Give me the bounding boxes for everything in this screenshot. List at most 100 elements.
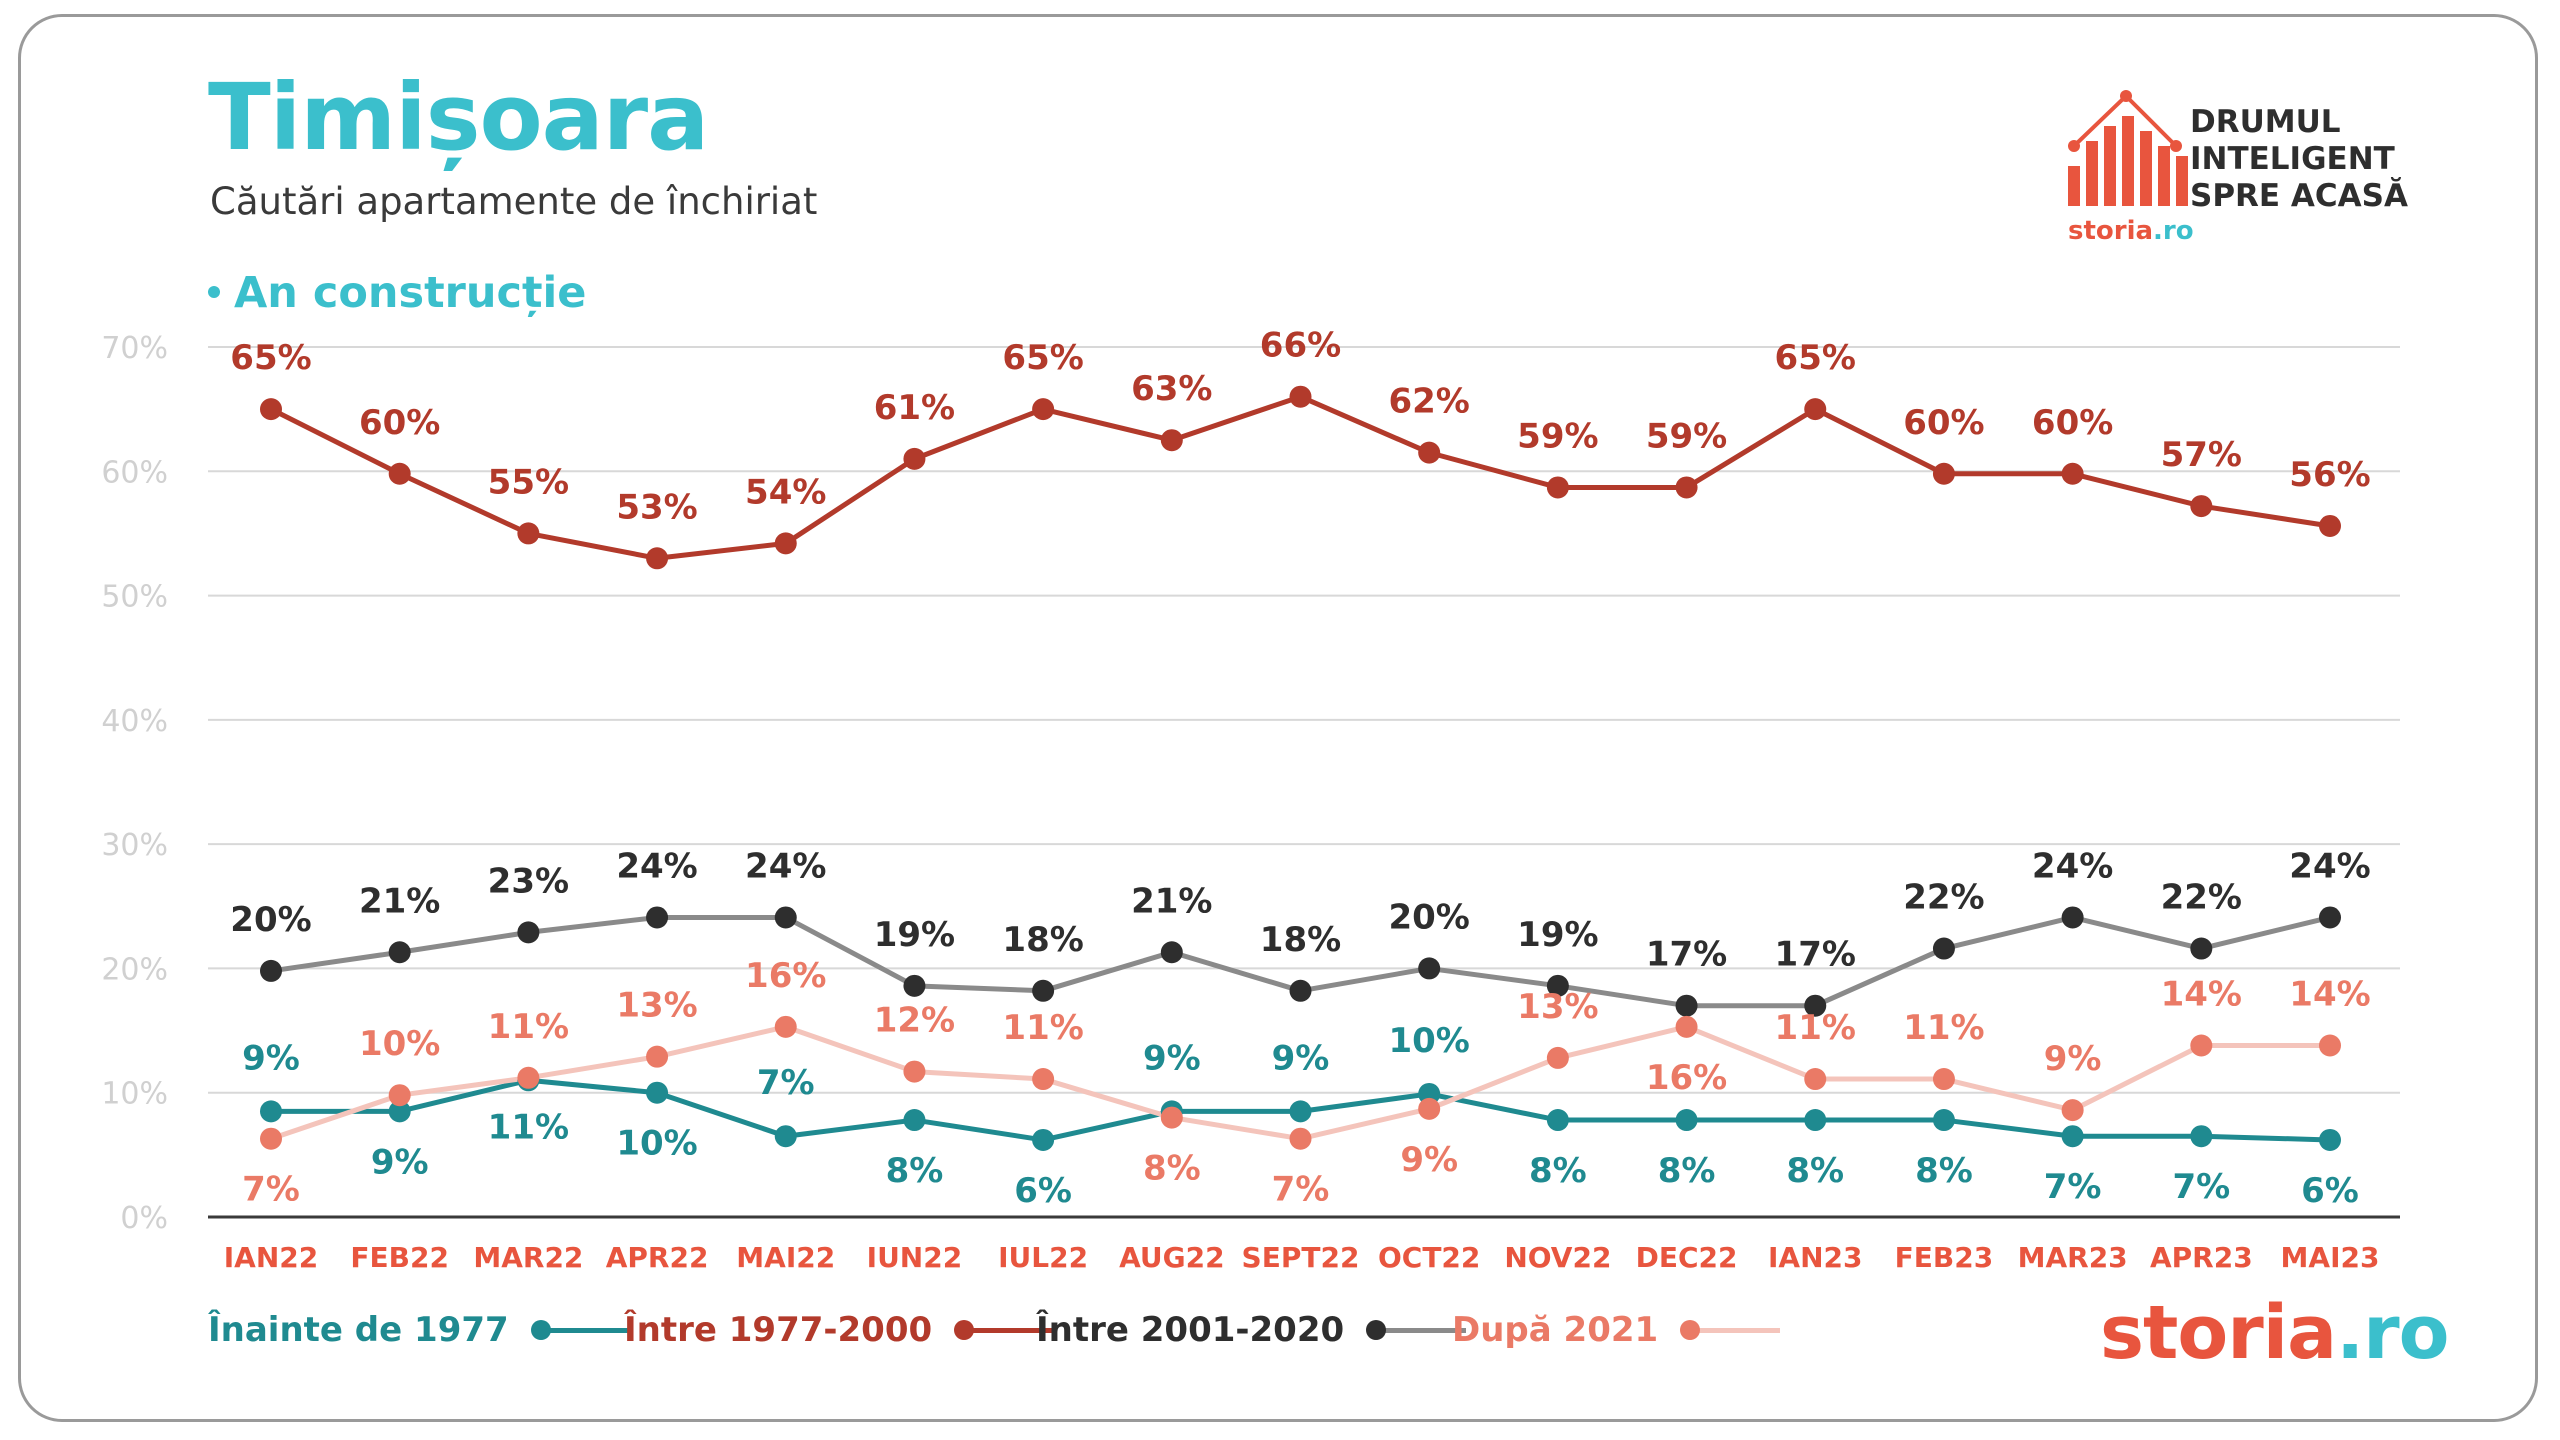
data-point: [388, 1084, 411, 1107]
data-point: [388, 941, 411, 964]
x-tick-label: FEB23: [1895, 1241, 1994, 1274]
data-point: [1675, 1109, 1698, 1132]
data-label: 14%: [2161, 974, 2242, 1014]
data-label: 10%: [1388, 1021, 1469, 1061]
legend-swatch-series-4: [1680, 1320, 1781, 1340]
data-label: 56%: [2289, 455, 2370, 495]
data-label: 12%: [874, 1001, 955, 1041]
data-label: 8%: [1143, 1149, 1201, 1189]
data-point: [260, 1100, 282, 1123]
data-label: 17%: [1775, 935, 1856, 975]
x-tick-label: SEPT22: [1242, 1241, 1360, 1274]
data-point: [903, 1109, 926, 1132]
page-subtitle: Căutări apartamente de închiriat: [210, 180, 818, 223]
y-tick-label: 60%: [101, 455, 168, 490]
data-label: 18%: [1002, 920, 1083, 960]
data-point: [2190, 1034, 2213, 1057]
data-label: 7%: [2044, 1167, 2102, 1207]
brand-logo: storia.ro: [2100, 1290, 2450, 1376]
data-label: 22%: [2161, 878, 2242, 918]
data-point: [1032, 398, 1055, 421]
y-tick-label: 10%: [101, 1077, 168, 1112]
x-tick-label: DEC22: [1636, 1241, 1738, 1274]
x-tick-label: MAR23: [2018, 1241, 2128, 1274]
data-point: [2061, 906, 2084, 929]
house-bars-logo-icon: [2068, 90, 2188, 206]
data-point: [1289, 385, 1312, 408]
data-label: 13%: [1517, 987, 1598, 1027]
y-tick-label: 70%: [101, 331, 168, 366]
chart-frame: [18, 14, 2538, 1422]
legend-label-series-3: Între 2001-2020: [1036, 1310, 1345, 1350]
legend-swatch-series-2: [954, 1320, 1055, 1340]
data-point: [1932, 462, 1955, 485]
logo-small-suffix: .ro: [2153, 216, 2194, 246]
data-label: 11%: [1002, 1008, 1083, 1048]
data-label: 8%: [1658, 1151, 1716, 1191]
data-label: 7%: [1272, 1170, 1330, 1210]
data-point: [1032, 1128, 1055, 1151]
y-tick-label: 20%: [101, 952, 168, 987]
x-tick-label: IAN22: [224, 1241, 319, 1274]
y-tick-label: 30%: [101, 828, 168, 863]
data-point: [903, 974, 926, 997]
data-point: [646, 547, 669, 570]
data-point: [2319, 1128, 2341, 1151]
y-tick-label: 50%: [101, 580, 168, 615]
data-label: 61%: [874, 388, 955, 428]
data-point: [2061, 462, 2084, 485]
data-label: 63%: [1131, 369, 1212, 409]
data-point: [1546, 974, 1569, 997]
data-label: 8%: [1915, 1151, 1973, 1191]
data-label: 16%: [745, 956, 826, 996]
data-label: 19%: [874, 915, 955, 955]
x-tick-label: MAI23: [2281, 1241, 2380, 1274]
data-label: 57%: [2161, 435, 2242, 475]
data-point: [774, 1015, 797, 1038]
x-tick-label: MAR22: [473, 1241, 583, 1274]
data-label: 11%: [1903, 1008, 1984, 1048]
logo-line-3: SPRE ACASĂ: [2190, 178, 2408, 214]
legend-item-series-3: Între 2001-2020: [1036, 1300, 1467, 1360]
data-point: [1804, 1068, 1827, 1091]
data-label: 11%: [488, 1007, 569, 1047]
data-point: [1675, 476, 1698, 499]
data-label: 24%: [2289, 846, 2370, 886]
data-point: [388, 1100, 411, 1123]
data-label: 23%: [488, 861, 569, 901]
data-point: [1289, 1127, 1312, 1150]
data-label: 14%: [2289, 974, 2370, 1014]
data-point: [1546, 1109, 1569, 1132]
data-point: [1032, 1068, 1055, 1091]
data-point: [517, 522, 540, 545]
data-point: [774, 532, 797, 555]
data-point: [2190, 1125, 2213, 1148]
x-tick-label: FEB22: [350, 1241, 449, 1274]
data-point: [517, 1066, 540, 1089]
data-label: 6%: [2301, 1171, 2359, 1211]
data-label: 65%: [1002, 338, 1083, 378]
data-point: [1932, 1068, 1955, 1091]
data-label: 24%: [2032, 846, 2113, 886]
data-point: [2319, 906, 2341, 929]
data-point: [388, 462, 411, 485]
y-tick-label: 0%: [120, 1201, 168, 1236]
data-label: 11%: [488, 1107, 569, 1147]
logo-line-2: INTELIGENT: [2190, 141, 2395, 177]
data-point: [2061, 1125, 2084, 1148]
data-point: [1418, 441, 1441, 464]
brand-suffix: .ro: [2336, 1290, 2449, 1376]
data-label: 60%: [2032, 403, 2113, 443]
data-point: [517, 921, 540, 944]
data-point: [260, 398, 282, 421]
x-tick-label: OCT22: [1378, 1241, 1480, 1274]
data-label: 60%: [359, 403, 440, 443]
data-label: 53%: [616, 487, 697, 527]
data-point: [1160, 1106, 1183, 1129]
data-point: [1546, 476, 1569, 499]
data-point: [646, 906, 669, 929]
data-label: 7%: [757, 1063, 815, 1103]
data-label: 9%: [1272, 1038, 1330, 1078]
data-point: [1032, 979, 1055, 1002]
data-label: 60%: [1903, 403, 1984, 443]
